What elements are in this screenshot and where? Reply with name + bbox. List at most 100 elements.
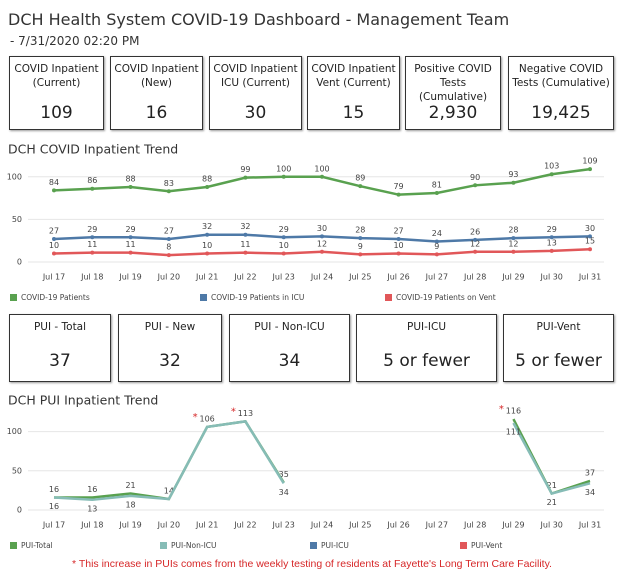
legend-swatch (10, 542, 17, 549)
y-tick-label: 0 (17, 258, 22, 267)
x-tick-label: Jul 26 (386, 273, 409, 282)
x-tick-label: Jul 22 (233, 521, 256, 530)
kpi-card: PUI - New 32 (118, 314, 222, 382)
data-label: 14 (164, 487, 174, 496)
point (243, 250, 248, 255)
data-label: 109 (582, 157, 597, 166)
kpi-value: 109 (40, 103, 73, 123)
point (52, 236, 56, 241)
data-label: 10 (279, 241, 289, 250)
kpi-value: 16 (145, 103, 168, 123)
point (320, 249, 324, 254)
kpi-label: COVID Inpatient (New) (114, 63, 199, 89)
data-label: 81 (432, 180, 442, 189)
x-tick-label: Jul 21 (195, 273, 218, 282)
kpi-card: COVID Inpatient Vent (Current) 15 (307, 56, 400, 130)
point (320, 174, 324, 179)
data-label: 29 (547, 225, 557, 234)
point (205, 251, 210, 256)
kpi-label: COVID Inpatient Vent (Current) (311, 63, 396, 89)
data-label: 28 (355, 226, 365, 235)
point (511, 236, 516, 241)
kpi-label: PUI - Total (33, 321, 87, 333)
data-label: 93 (508, 170, 518, 179)
data-label: 113 (238, 409, 253, 418)
point (52, 251, 56, 256)
legend-label: PUI-Total (21, 541, 53, 550)
data-label: 11 (125, 240, 135, 249)
dashboard-title: DCH Health System COVID-19 Dashboard - M… (8, 10, 510, 29)
annotation: * (231, 406, 236, 417)
x-tick-label: Jul 23 (272, 273, 295, 282)
data-label: 11 (87, 240, 97, 249)
data-label: 28 (508, 226, 518, 235)
y-tick-label: 50 (12, 466, 22, 475)
data-label: 34 (585, 488, 595, 497)
data-label: 12 (317, 239, 327, 248)
data-label: 116 (506, 407, 521, 416)
x-tick-label: Jul 28 (463, 273, 486, 282)
kpi-card: PUI - Non-ICU 34 (229, 314, 350, 382)
point (90, 250, 95, 255)
data-label: 12 (508, 239, 518, 248)
data-label: 100 (276, 164, 291, 173)
kpi-label: COVID Inpatient ICU (Current) (213, 63, 298, 89)
legend-swatch (200, 294, 207, 301)
point (243, 175, 248, 180)
x-tick-label: Jul 18 (80, 521, 103, 530)
x-tick-label: Jul 20 (157, 521, 180, 530)
x-tick-label: Jul 21 (195, 521, 218, 530)
kpi-value: 30 (244, 103, 267, 123)
data-label: 88 (125, 175, 135, 184)
point (549, 235, 554, 240)
x-tick-label: Jul 17 (42, 273, 65, 282)
data-label: 15 (585, 237, 595, 246)
legend-swatch (385, 294, 392, 301)
data-label: 79 (393, 182, 403, 191)
kpi-value: 5 or fewer (383, 351, 470, 371)
data-label: 37 (585, 468, 595, 477)
x-tick-label: Jul 31 (578, 273, 601, 282)
kpi-value: 32 (159, 351, 181, 371)
data-label: 32 (202, 222, 212, 231)
data-label: 16 (49, 485, 59, 494)
series-line (53, 420, 591, 502)
point (205, 185, 210, 190)
data-label: 106 (200, 414, 215, 423)
y-tick-label: 100 (7, 172, 22, 181)
x-tick-label: Jul 18 (80, 273, 103, 282)
data-label: 27 (393, 226, 403, 235)
point (128, 235, 133, 240)
point (473, 237, 478, 242)
kpi-card: COVID Inpatient (Current) 109 (9, 56, 104, 130)
data-label: 8 (166, 243, 171, 252)
point (243, 232, 248, 237)
data-label: 21 (547, 498, 557, 507)
data-label: 89 (355, 174, 365, 183)
legend-label: COVID-19 Patients (21, 293, 90, 302)
legend-swatch (460, 542, 467, 549)
kpi-card: COVID Inpatient (New) 16 (110, 56, 203, 130)
data-label: 90 (470, 173, 480, 182)
x-tick-label: Jul 27 (425, 521, 448, 530)
point (473, 249, 478, 254)
point (473, 183, 478, 188)
point (588, 247, 592, 252)
data-label: 9 (358, 242, 363, 251)
kpi-label: Negative COVID Tests (Cumulative) (512, 63, 610, 89)
data-label: 35 (279, 470, 289, 479)
data-label: 27 (49, 226, 59, 235)
data-label: 27 (164, 226, 174, 235)
point (166, 236, 171, 241)
x-tick-label: Jul 22 (233, 273, 256, 282)
kpi-value: 2,930 (428, 103, 478, 123)
point (588, 167, 592, 172)
data-label: 21 (125, 481, 135, 490)
x-tick-label: Jul 29 (501, 273, 524, 282)
point (166, 253, 171, 258)
data-label: 13 (547, 238, 557, 247)
x-tick-label: Jul 24 (310, 521, 333, 530)
data-label: 26 (470, 227, 480, 236)
y-tick-label: 50 (12, 215, 22, 224)
